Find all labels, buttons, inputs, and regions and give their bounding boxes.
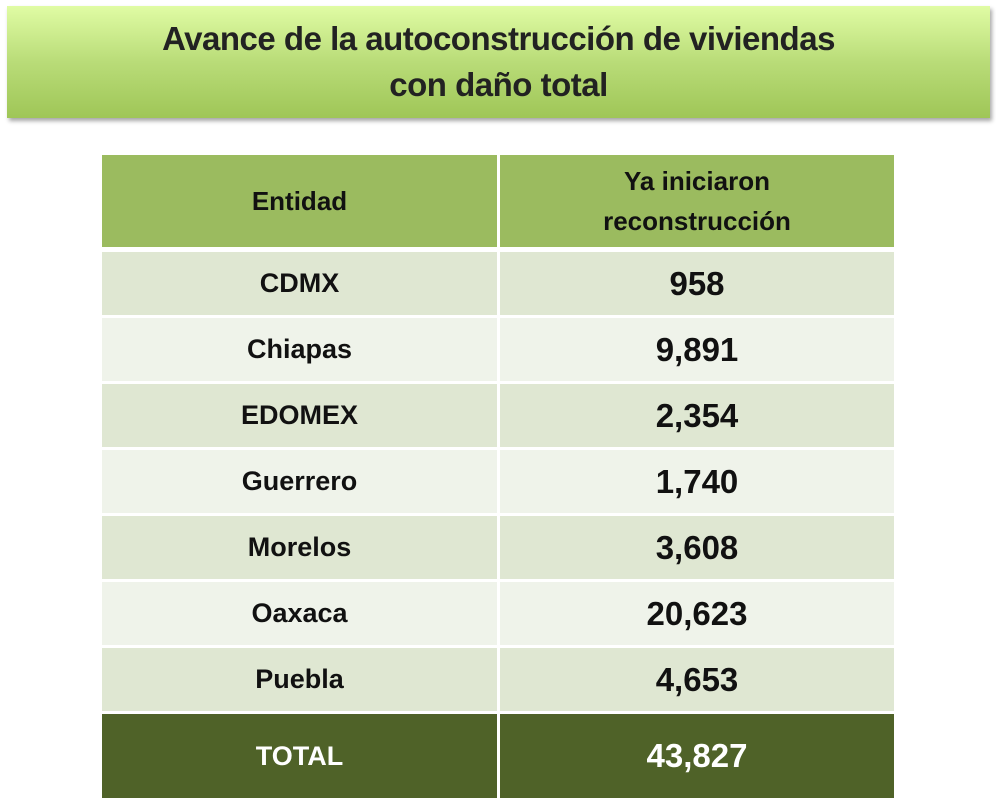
table-row: Chiapas 9,891 — [102, 318, 894, 384]
value-cell: 4,653 — [500, 648, 894, 714]
value-cell: 1,740 — [500, 450, 894, 516]
title-line-2: con daño total — [389, 66, 608, 103]
table-row: Guerrero 1,740 — [102, 450, 894, 516]
table-row: CDMX 958 — [102, 252, 894, 318]
entidad-cell: CDMX — [102, 252, 500, 318]
entidad-cell: EDOMEX — [102, 384, 500, 450]
value-cell: 9,891 — [500, 318, 894, 384]
entidad-cell: Chiapas — [102, 318, 500, 384]
entidad-cell: Oaxaca — [102, 582, 500, 648]
table-header: Entidad Ya iniciaron reconstrucción — [102, 155, 894, 252]
entidad-cell: Puebla — [102, 648, 500, 714]
slide-title: Avance de la autoconstrucción de viviend… — [7, 6, 990, 118]
entidad-cell: Morelos — [102, 516, 500, 582]
header-iniciaron: Ya iniciaron reconstrucción — [500, 155, 894, 252]
total-row: TOTAL 43,827 — [102, 714, 894, 798]
value-cell: 3,608 — [500, 516, 894, 582]
table-row: EDOMEX 2,354 — [102, 384, 894, 450]
value-cell: 958 — [500, 252, 894, 318]
header-line-2: reconstrucción — [603, 206, 791, 236]
value-cell: 20,623 — [500, 582, 894, 648]
header-entidad: Entidad — [102, 155, 500, 252]
value-cell: 2,354 — [500, 384, 894, 450]
table-row: Morelos 3,608 — [102, 516, 894, 582]
total-value: 43,827 — [500, 714, 894, 798]
table-row: Puebla 4,653 — [102, 648, 894, 714]
table-row: Oaxaca 20,623 — [102, 582, 894, 648]
reconstruction-table: Entidad Ya iniciaron reconstrucción CDMX… — [102, 155, 894, 798]
total-label: TOTAL — [102, 714, 500, 798]
title-line-1: Avance de la autoconstrucción de viviend… — [162, 20, 835, 57]
entidad-cell: Guerrero — [102, 450, 500, 516]
header-line-1: Ya iniciaron — [624, 166, 770, 196]
